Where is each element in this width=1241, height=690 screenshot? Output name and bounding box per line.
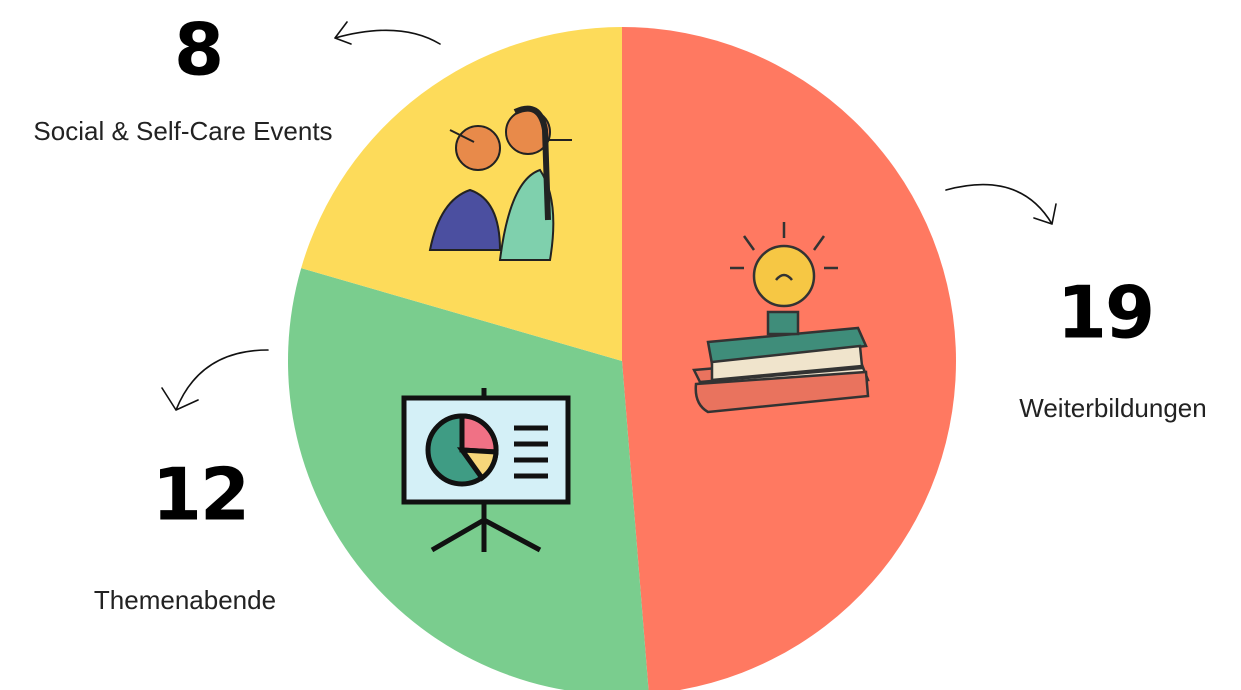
category-label: Social & Self-Care Events [33, 116, 332, 146]
labels: 19 Weiterbildungen 12 Themenabende 8 Social &… [33, 8, 1206, 615]
value-label: 8 [174, 8, 222, 92]
icons [401, 105, 870, 553]
arrows [161, 21, 1057, 411]
board-icon [401, 388, 571, 553]
arrow [161, 349, 269, 411]
category-label: Weiterbildungen [1019, 393, 1206, 423]
value-label: 12 [152, 453, 248, 537]
people-icon [428, 105, 572, 261]
arrow [945, 183, 1057, 225]
value-label: 19 [1057, 271, 1153, 355]
category-label: Themenabende [94, 585, 276, 615]
books-icon [692, 222, 870, 414]
arrow [334, 21, 441, 45]
